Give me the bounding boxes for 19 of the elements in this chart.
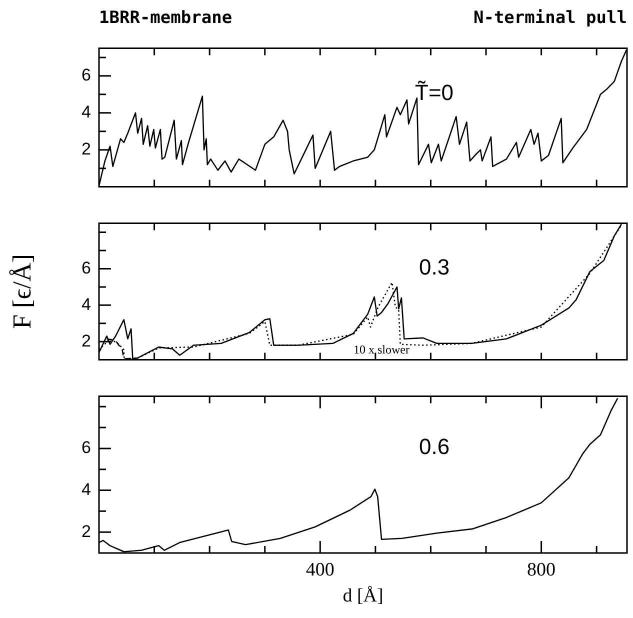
x-tick-label: 800 xyxy=(527,559,556,580)
annotation: 0.6 xyxy=(418,434,450,460)
y-tick-label: 2 xyxy=(82,140,91,159)
y-tick-label: 2 xyxy=(82,522,91,541)
x-axis-title: d [Å] xyxy=(342,586,384,607)
y-tick-label: 6 xyxy=(82,66,91,85)
y-tick-label: 4 xyxy=(82,480,91,499)
y-tick-label: 6 xyxy=(82,438,91,458)
annotation: 0.3 xyxy=(418,254,450,280)
x-tick-label: 400 xyxy=(306,559,334,580)
y-tick-label: 4 xyxy=(82,294,91,314)
chart-title: 1BRR-membrane xyxy=(99,8,232,28)
annotation: 10 x slower xyxy=(353,342,410,356)
y-axis-title: F [ϵ/Å] xyxy=(7,254,36,329)
y-tick-label: 4 xyxy=(82,102,91,122)
chart-subtitle: N-terminal pull xyxy=(473,8,627,28)
y-tick-label: 2 xyxy=(82,331,91,350)
y-tick-label: 6 xyxy=(82,258,91,278)
annotation: T̃=0 xyxy=(415,80,454,105)
